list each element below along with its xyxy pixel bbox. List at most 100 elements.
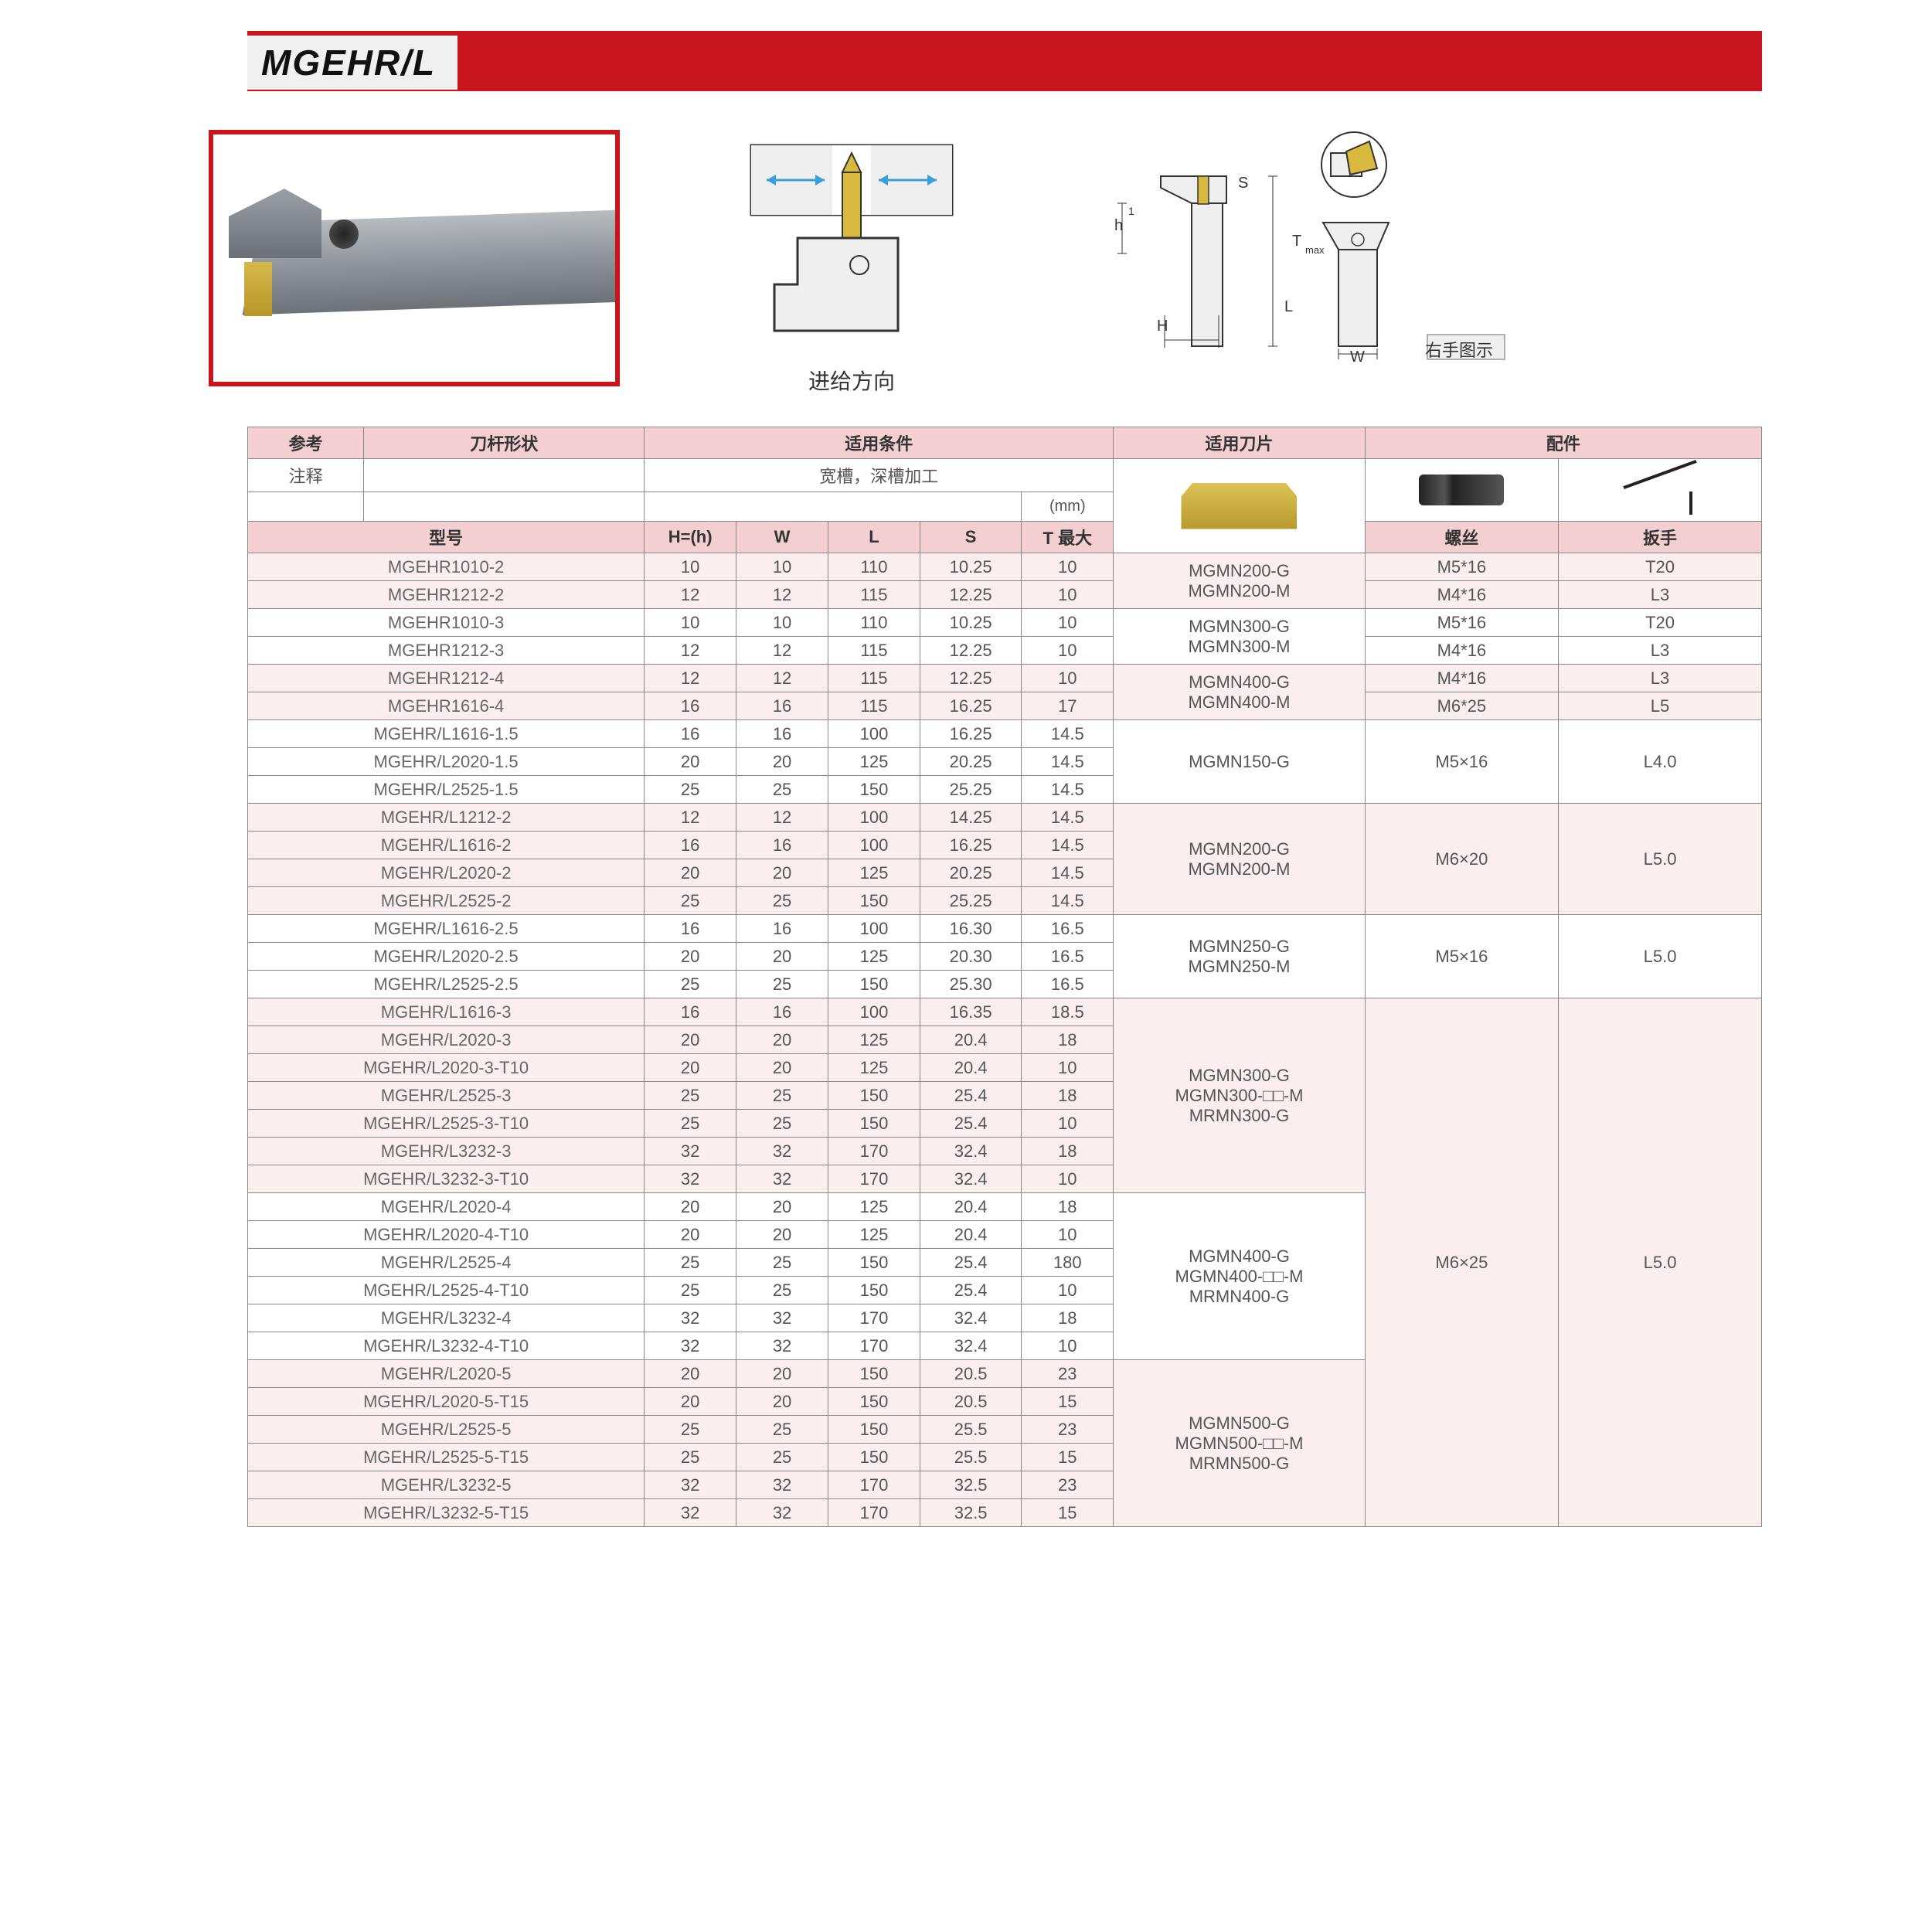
table-row: MGEHR1212-4121211512.2510MGMN400-GMGMN40…	[248, 665, 1762, 692]
val-cell: 18	[1022, 1026, 1114, 1054]
screw-cell: M5*16	[1365, 609, 1558, 637]
table-row: MGEHR/L1616-3161610016.3518.5MGMN300-GMG…	[248, 998, 1762, 1026]
hdr-L: L	[828, 522, 920, 553]
feed-direction-label: 进给方向	[689, 365, 1014, 396]
val-cell: 18	[1022, 1193, 1114, 1221]
val-cell: 25	[645, 1416, 736, 1444]
val-cell: 10	[1022, 1332, 1114, 1360]
val-cell: 110	[828, 609, 920, 637]
val-cell: 20.4	[920, 1193, 1021, 1221]
val-cell: 14.5	[1022, 859, 1114, 887]
svg-text:h: h	[1114, 217, 1123, 234]
dimension-diagram: h 1 H S T max L W 右手图示	[1083, 130, 1516, 362]
mm-label: (mm)	[1022, 492, 1114, 522]
insert-cell: MGMN300-GMGMN300-M	[1114, 609, 1365, 665]
val-cell: 20	[645, 1054, 736, 1082]
wrench-cell: T20	[1559, 609, 1762, 637]
val-cell: 18	[1022, 1304, 1114, 1332]
val-cell: 12	[736, 637, 828, 665]
screw-cell: M6×25	[1365, 998, 1558, 1527]
spec-table: 参考 刀杆形状 适用条件 适用刀片 配件 注释 宽槽，深槽加工 (mm) 型号 …	[247, 427, 1762, 1527]
val-cell: 10	[1022, 1110, 1114, 1138]
val-cell: 12.25	[920, 581, 1021, 609]
model-cell: MGEHR/L2020-3-T10	[248, 1054, 645, 1082]
val-cell: 20	[736, 943, 828, 971]
val-cell: 25	[736, 1249, 828, 1277]
insert-cell: MGMN250-GMGMN250-M	[1114, 915, 1365, 998]
val-cell: 12	[736, 665, 828, 692]
val-cell: 32.4	[920, 1332, 1021, 1360]
val-cell: 170	[828, 1332, 920, 1360]
val-cell: 10	[645, 609, 736, 637]
table-row: MGEHR/L1616-2.5161610016.3016.5MGMN250-G…	[248, 915, 1762, 943]
val-cell: 150	[828, 1110, 920, 1138]
val-cell: 170	[828, 1138, 920, 1165]
val-cell: 16	[645, 998, 736, 1026]
val-cell: 125	[828, 1054, 920, 1082]
val-cell: 16	[736, 720, 828, 748]
val-cell: 12.25	[920, 637, 1021, 665]
wrench-cell: T20	[1559, 553, 1762, 581]
wrench-cell: L3	[1559, 637, 1762, 665]
product-photo	[209, 130, 620, 386]
table-row: MGEHR1010-3101011010.2510MGMN300-GMGMN30…	[248, 609, 1762, 637]
val-cell: 25.30	[920, 971, 1021, 998]
hdr-shape: 刀杆形状	[364, 427, 645, 459]
val-cell: 32	[645, 1304, 736, 1332]
model-cell: MGEHR/L1616-3	[248, 998, 645, 1026]
val-cell: 18	[1022, 1082, 1114, 1110]
hdr-T: T 最大	[1022, 522, 1114, 553]
val-cell: 14.5	[1022, 804, 1114, 832]
model-cell: MGEHR/L2020-4	[248, 1193, 645, 1221]
val-cell: 100	[828, 915, 920, 943]
hdr-screw: 螺丝	[1365, 522, 1558, 553]
val-cell: 32.4	[920, 1138, 1021, 1165]
val-cell: 18	[1022, 1138, 1114, 1165]
val-cell: 25	[736, 776, 828, 804]
val-cell: 10	[1022, 609, 1114, 637]
val-cell: 25	[645, 1249, 736, 1277]
val-cell: 25.4	[920, 1110, 1021, 1138]
val-cell: 20	[645, 859, 736, 887]
val-cell: 16.25	[920, 692, 1021, 720]
val-cell: 25.25	[920, 887, 1021, 915]
val-cell: 10	[736, 553, 828, 581]
val-cell: 150	[828, 1416, 920, 1444]
val-cell: 16.25	[920, 720, 1021, 748]
table-row: MGEHR/L1212-2121210014.2514.5MGMN200-GMG…	[248, 804, 1762, 832]
val-cell: 125	[828, 943, 920, 971]
model-cell: MGEHR1212-3	[248, 637, 645, 665]
val-cell: 20	[736, 1221, 828, 1249]
svg-text:S: S	[1238, 175, 1248, 192]
val-cell: 25	[736, 887, 828, 915]
hdr-note: 注释	[248, 459, 364, 492]
val-cell: 20.25	[920, 748, 1021, 776]
model-cell: MGEHR/L2020-2	[248, 859, 645, 887]
val-cell: 14.5	[1022, 720, 1114, 748]
title-bar: MGEHR/L	[247, 31, 1762, 91]
val-cell: 32	[645, 1471, 736, 1499]
table-row: MGEHR1212-3121211512.2510M4*16L3	[248, 637, 1762, 665]
val-cell: 115	[828, 692, 920, 720]
val-cell: 20.4	[920, 1026, 1021, 1054]
val-cell: 32	[736, 1499, 828, 1527]
val-cell: 15	[1022, 1444, 1114, 1471]
val-cell: 20	[736, 859, 828, 887]
val-cell: 16.35	[920, 998, 1021, 1026]
val-cell: 32	[645, 1499, 736, 1527]
val-cell: 32.4	[920, 1304, 1021, 1332]
val-cell: 14.25	[920, 804, 1021, 832]
insert-cell: MGMN150-G	[1114, 720, 1365, 804]
table-row: MGEHR1616-4161611516.2517M6*25L5	[248, 692, 1762, 720]
model-cell: MGEHR/L1616-2	[248, 832, 645, 859]
wrench-cell: L3	[1559, 665, 1762, 692]
model-cell: MGEHR/L3232-5-T15	[248, 1499, 645, 1527]
val-cell: 12	[645, 581, 736, 609]
val-cell: 125	[828, 1193, 920, 1221]
model-cell: MGEHR/L2525-4	[248, 1249, 645, 1277]
model-cell: MGEHR/L2020-5	[248, 1360, 645, 1388]
insert-image-cell	[1114, 459, 1365, 553]
model-cell: MGEHR/L2020-5-T15	[248, 1388, 645, 1416]
val-cell: 16	[645, 720, 736, 748]
hdr-W: W	[736, 522, 828, 553]
